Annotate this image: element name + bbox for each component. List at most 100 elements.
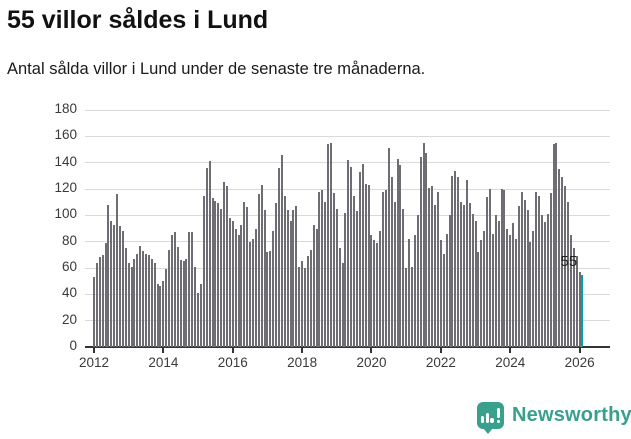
bar [104, 242, 107, 347]
bar [234, 228, 237, 347]
bar [379, 231, 382, 347]
bar [182, 261, 185, 347]
x-axis-tick [578, 348, 581, 353]
bar [194, 266, 197, 347]
bar [223, 182, 226, 347]
y-axis-label: 80 [61, 232, 77, 248]
bar [309, 249, 312, 347]
bar [347, 160, 350, 347]
bar [529, 241, 532, 347]
bar [460, 202, 463, 347]
bar [410, 266, 413, 347]
bar [500, 189, 503, 347]
x-axis-label: 2014 [148, 355, 179, 370]
bar [332, 192, 335, 347]
page-subtitle: Antal sålda villor i Lund under de senas… [7, 60, 426, 78]
bar [445, 233, 448, 347]
x-axis-label: 2024 [495, 355, 526, 370]
bar [491, 233, 494, 347]
bar [416, 215, 419, 347]
bar [147, 254, 150, 347]
bar [260, 185, 263, 347]
newsworthy-logo[interactable]: Newsworthy [477, 402, 631, 434]
x-axis-tick [509, 348, 512, 353]
bar [237, 235, 240, 347]
bar [159, 286, 162, 347]
bar [509, 235, 512, 347]
bar [269, 250, 272, 347]
x-axis-tick [93, 348, 95, 353]
bar [549, 192, 552, 347]
bar [488, 189, 491, 347]
bar [298, 266, 301, 347]
y-axis-label: 120 [54, 180, 77, 195]
bar [254, 228, 257, 347]
bar [370, 235, 373, 347]
bar [486, 196, 489, 347]
bar [107, 204, 110, 347]
bar [275, 203, 278, 347]
bar [364, 183, 367, 347]
bar [457, 177, 460, 347]
bar [512, 223, 515, 347]
bar [497, 220, 500, 347]
value-annotation: 55 [560, 252, 578, 270]
bar [422, 142, 425, 347]
bar [515, 239, 517, 347]
bar [191, 232, 194, 347]
bar [240, 224, 243, 347]
bar [344, 212, 347, 347]
bar [399, 165, 402, 347]
bar [188, 232, 191, 347]
bar [136, 253, 139, 347]
bar [225, 186, 228, 347]
bar [110, 220, 113, 347]
bar [280, 154, 283, 347]
bar [555, 142, 558, 347]
bar [442, 253, 445, 347]
bar [387, 148, 390, 347]
bar [393, 202, 396, 347]
bar [277, 167, 280, 347]
bar [552, 144, 555, 347]
speech-bubble-tail-icon [483, 428, 493, 434]
exclamation-icon [496, 408, 500, 418]
bar [283, 195, 286, 347]
mini-bar-chart-icon [481, 413, 494, 423]
bar [162, 281, 165, 347]
bar [532, 231, 535, 347]
bar [179, 260, 182, 347]
bar [408, 239, 411, 347]
bar [564, 186, 567, 347]
bar [220, 208, 223, 347]
bar [454, 170, 457, 347]
bar [350, 166, 353, 347]
bar [266, 252, 269, 347]
bar [142, 250, 145, 347]
bar [413, 235, 416, 347]
bar [572, 248, 575, 347]
bar [517, 206, 520, 347]
x-axis-label: 2016 [217, 355, 248, 370]
bar [324, 202, 327, 347]
bar [376, 242, 379, 347]
bar [477, 252, 480, 347]
bar [301, 261, 304, 347]
bar [124, 248, 127, 347]
gridline [85, 109, 610, 111]
bar [578, 271, 581, 347]
bar [156, 283, 159, 347]
bar [538, 195, 541, 347]
y-axis-label: 140 [54, 153, 77, 169]
bar [561, 177, 564, 347]
bar [526, 210, 529, 347]
x-axis-label: 2026 [564, 355, 595, 370]
x-axis-label: 2012 [78, 355, 110, 370]
y-axis-label: 20 [61, 311, 77, 327]
bar [214, 200, 217, 347]
page-title: 55 villor såldes i Lund [7, 6, 269, 34]
bar [439, 240, 442, 347]
bar [338, 248, 341, 347]
bar [468, 203, 471, 347]
exclamation-dot-icon [496, 419, 500, 423]
